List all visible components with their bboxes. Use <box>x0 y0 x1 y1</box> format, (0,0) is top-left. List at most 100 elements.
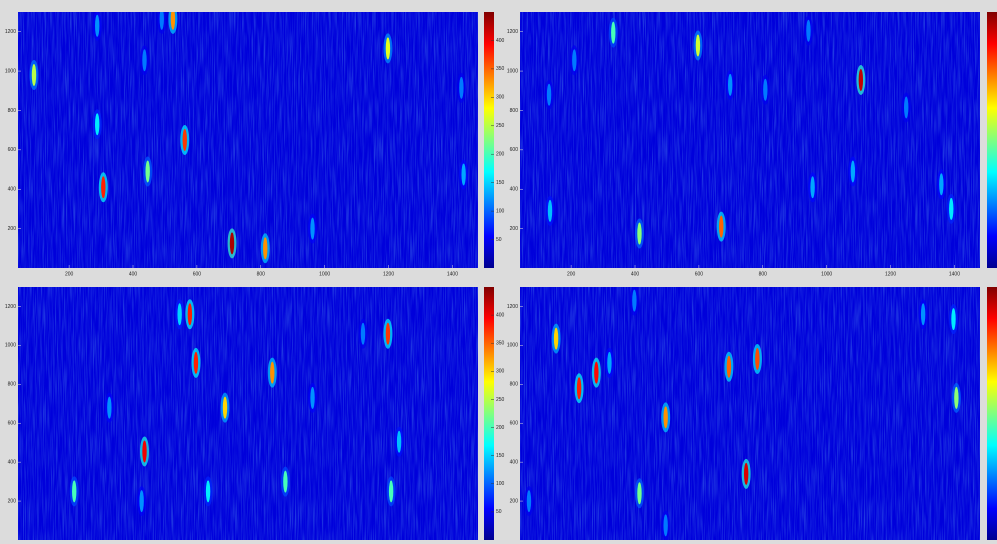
colorbar-tick-label: 400 <box>496 312 505 318</box>
colorbar-tick-label: 300 <box>496 369 505 375</box>
spot <box>142 440 147 463</box>
noise <box>520 12 980 268</box>
spot <box>949 197 954 220</box>
spot <box>72 480 77 503</box>
spot <box>177 303 182 326</box>
y-tick-label: 200 <box>510 498 519 504</box>
spot <box>858 68 864 91</box>
y-tick-label: 200 <box>510 226 519 232</box>
spot <box>763 78 768 101</box>
colorbar <box>484 12 494 268</box>
spot <box>95 14 100 37</box>
spot <box>611 21 616 44</box>
spot <box>806 19 811 42</box>
spot <box>95 113 100 136</box>
colorbar-tick-label: 200 <box>496 152 505 158</box>
x-tick-label: 600 <box>193 271 202 277</box>
x-tick-label: 1200 <box>383 271 394 277</box>
spot <box>159 12 164 30</box>
spot <box>310 217 315 240</box>
x-tick-label: 800 <box>257 271 266 277</box>
colorbar <box>987 12 997 268</box>
spot <box>850 160 856 183</box>
y-tick-label: 1200 <box>5 29 16 35</box>
y-tick-label: 1000 <box>507 68 518 74</box>
spot <box>663 514 668 537</box>
spot <box>283 470 288 493</box>
plot-area <box>520 287 980 540</box>
colorbar-tick-label: 50 <box>496 509 502 515</box>
x-tick-label: 1000 <box>821 271 832 277</box>
colorbar-tick-label: 350 <box>496 66 505 72</box>
spot <box>310 386 315 409</box>
spot <box>755 348 760 371</box>
spot <box>632 289 637 312</box>
spot <box>719 215 724 238</box>
y-tick-label: 1200 <box>507 29 518 35</box>
colorbar-tick-label: 250 <box>496 397 505 403</box>
spot <box>187 303 193 326</box>
spot <box>229 232 235 255</box>
spot <box>637 482 642 505</box>
spot <box>904 96 909 119</box>
colorbar-tick-label: 350 <box>496 341 505 347</box>
noise <box>18 12 478 268</box>
spot <box>396 430 402 453</box>
spot <box>553 327 559 350</box>
spot <box>663 406 668 429</box>
y-tick-label: 200 <box>8 226 17 232</box>
spot <box>107 396 112 419</box>
spot <box>101 176 106 199</box>
colorbar <box>484 287 494 540</box>
x-tick-label: 200 <box>65 271 74 277</box>
colorbar-tick-label: 150 <box>496 453 505 459</box>
spot <box>695 34 701 57</box>
colorbar <box>987 287 997 540</box>
y-tick-label: 600 <box>8 147 17 153</box>
spot <box>461 163 466 186</box>
spot <box>385 322 391 345</box>
colorbar-tick-label: 400 <box>496 38 505 44</box>
colorbar-tick-label: 50 <box>496 237 502 243</box>
noise <box>18 287 478 540</box>
x-tick-label: 400 <box>631 271 640 277</box>
x-tick-label: 600 <box>695 271 704 277</box>
y-tick-label: 400 <box>8 459 17 465</box>
y-tick-label: 400 <box>510 187 519 193</box>
y-tick-label: 1000 <box>5 343 16 349</box>
plot-area <box>18 287 478 540</box>
spot <box>459 76 464 99</box>
x-tick-label: 1400 <box>949 271 960 277</box>
y-tick-label: 800 <box>510 108 519 114</box>
spot <box>142 49 147 72</box>
spot <box>594 361 599 384</box>
y-tick-label: 1200 <box>507 304 518 310</box>
y-tick-label: 600 <box>8 421 17 427</box>
spot <box>951 308 956 331</box>
plot-area <box>520 12 980 268</box>
y-tick-label: 200 <box>8 498 17 504</box>
spot <box>939 173 944 196</box>
y-tick-label: 1000 <box>507 343 518 349</box>
spot <box>193 351 199 374</box>
spot <box>385 37 391 60</box>
spot <box>526 490 532 513</box>
spot <box>388 480 394 503</box>
spot <box>920 303 926 326</box>
y-tick-label: 1000 <box>5 68 16 74</box>
y-tick-label: 800 <box>8 382 17 388</box>
x-tick-label: 800 <box>759 271 768 277</box>
x-tick-label: 1400 <box>447 271 458 277</box>
spot <box>726 355 732 378</box>
colorbar-tick-label: 100 <box>496 208 505 214</box>
colorbar-tick-label: 150 <box>496 180 505 186</box>
colorbar-tick-label: 100 <box>496 481 505 487</box>
spot <box>263 237 268 260</box>
spot <box>547 199 553 222</box>
spot <box>954 386 959 409</box>
y-tick-label: 400 <box>510 459 519 465</box>
y-tick-label: 1200 <box>5 304 16 310</box>
spot <box>182 129 187 151</box>
spot <box>222 396 228 419</box>
